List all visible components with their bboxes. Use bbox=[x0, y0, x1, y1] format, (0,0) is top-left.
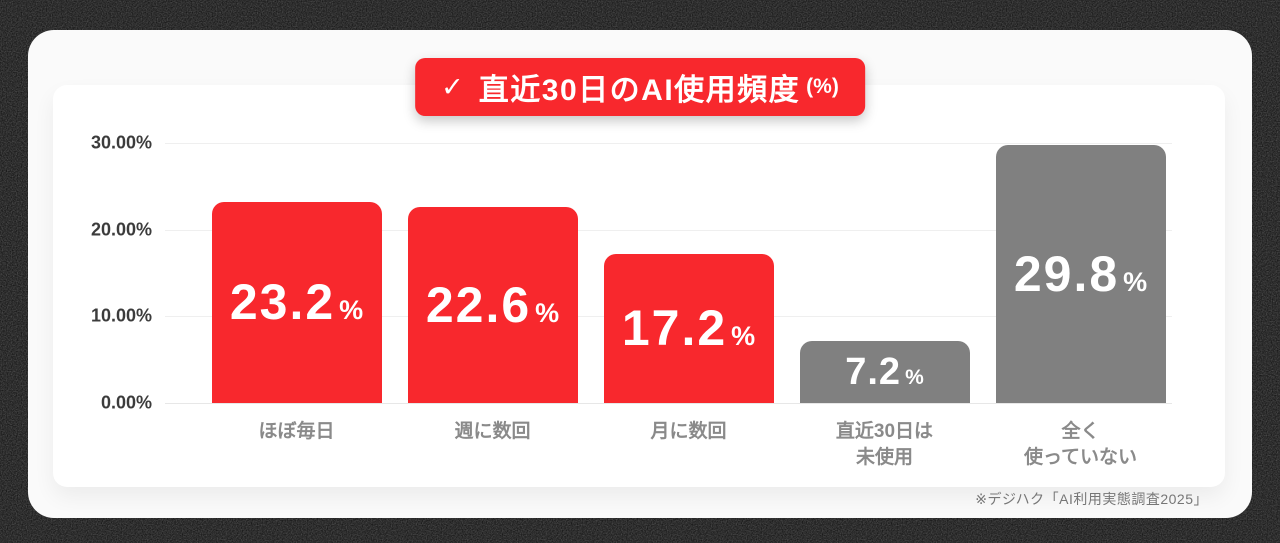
y-axis-tick: 20.00% bbox=[90, 219, 152, 240]
bar-value: 7.2 bbox=[845, 350, 902, 393]
bars-container: 23.2 % 22.6 % 17.2 % bbox=[165, 143, 1172, 403]
bar-value: 29.8 bbox=[1013, 245, 1120, 302]
check-icon: ✓ bbox=[441, 71, 464, 102]
gridline-0-baseline bbox=[165, 403, 1172, 404]
percent-sign: % bbox=[731, 321, 756, 352]
gridline-20 bbox=[165, 229, 1172, 231]
percent-sign: % bbox=[339, 295, 364, 326]
bar-value-label: 7.2 % bbox=[845, 353, 924, 391]
x-axis-label: 直近30日は 未使用 bbox=[835, 421, 934, 468]
bar-almost-daily: 23.2 % bbox=[211, 201, 382, 403]
bar-value-label: 29.8 % bbox=[1014, 249, 1147, 299]
y-axis-tick: 30.00% bbox=[90, 132, 152, 153]
bar-few-times-month: 17.2 % bbox=[603, 253, 774, 403]
chart-title: 直近30日のAI使用頻度 bbox=[478, 74, 801, 107]
bar-never-used: 29.8 % bbox=[995, 144, 1166, 403]
bar-value: 17.2 bbox=[621, 300, 728, 357]
bar-chart: 30.00% 20.00% 10.00% 0.00% 23.2 % 22.6 % bbox=[91, 133, 1172, 468]
chart-panel: 30.00% 20.00% 10.00% 0.00% 23.2 % 22.6 % bbox=[53, 85, 1225, 487]
percent-sign: % bbox=[905, 365, 924, 389]
percent-sign: % bbox=[1123, 266, 1148, 297]
y-axis-tick: 0.00% bbox=[100, 392, 152, 413]
x-axis-label: 全く 使っていない bbox=[1023, 421, 1138, 468]
bar-few-times-week: 22.6 % bbox=[407, 207, 578, 403]
x-axis-label: ほぼ毎日 bbox=[258, 421, 335, 442]
bar-value: 23.2 bbox=[229, 274, 336, 331]
chart-title-unit: (%) bbox=[806, 75, 839, 98]
bar-value-label: 17.2 % bbox=[622, 303, 755, 353]
bar-unused-30-days: 7.2 % bbox=[799, 340, 970, 403]
x-axis-label: 週に数回 bbox=[454, 421, 531, 442]
bar-value-label: 23.2 % bbox=[230, 277, 363, 327]
title-badge: ✓ 直近30日のAI使用頻度 (%) bbox=[415, 58, 865, 116]
percent-sign: % bbox=[535, 298, 560, 329]
gridline-30 bbox=[165, 143, 1172, 144]
x-axis-labels: ほぼ毎日 週に数回 月に数回 直近30日は 未使用 全く 使っていない bbox=[165, 419, 1172, 471]
x-axis-label: 月に数回 bbox=[650, 421, 727, 442]
y-axis-tick: 10.00% bbox=[90, 305, 152, 326]
bar-value-label: 22.6 % bbox=[426, 280, 559, 330]
infographic-card: ✓ 直近30日のAI使用頻度 (%) 30.00% 20.00% 10.00% … bbox=[28, 30, 1252, 518]
source-note: ※デジハク「AI利用実態調査2025」 bbox=[975, 491, 1208, 507]
bar-value: 22.6 bbox=[425, 277, 532, 334]
